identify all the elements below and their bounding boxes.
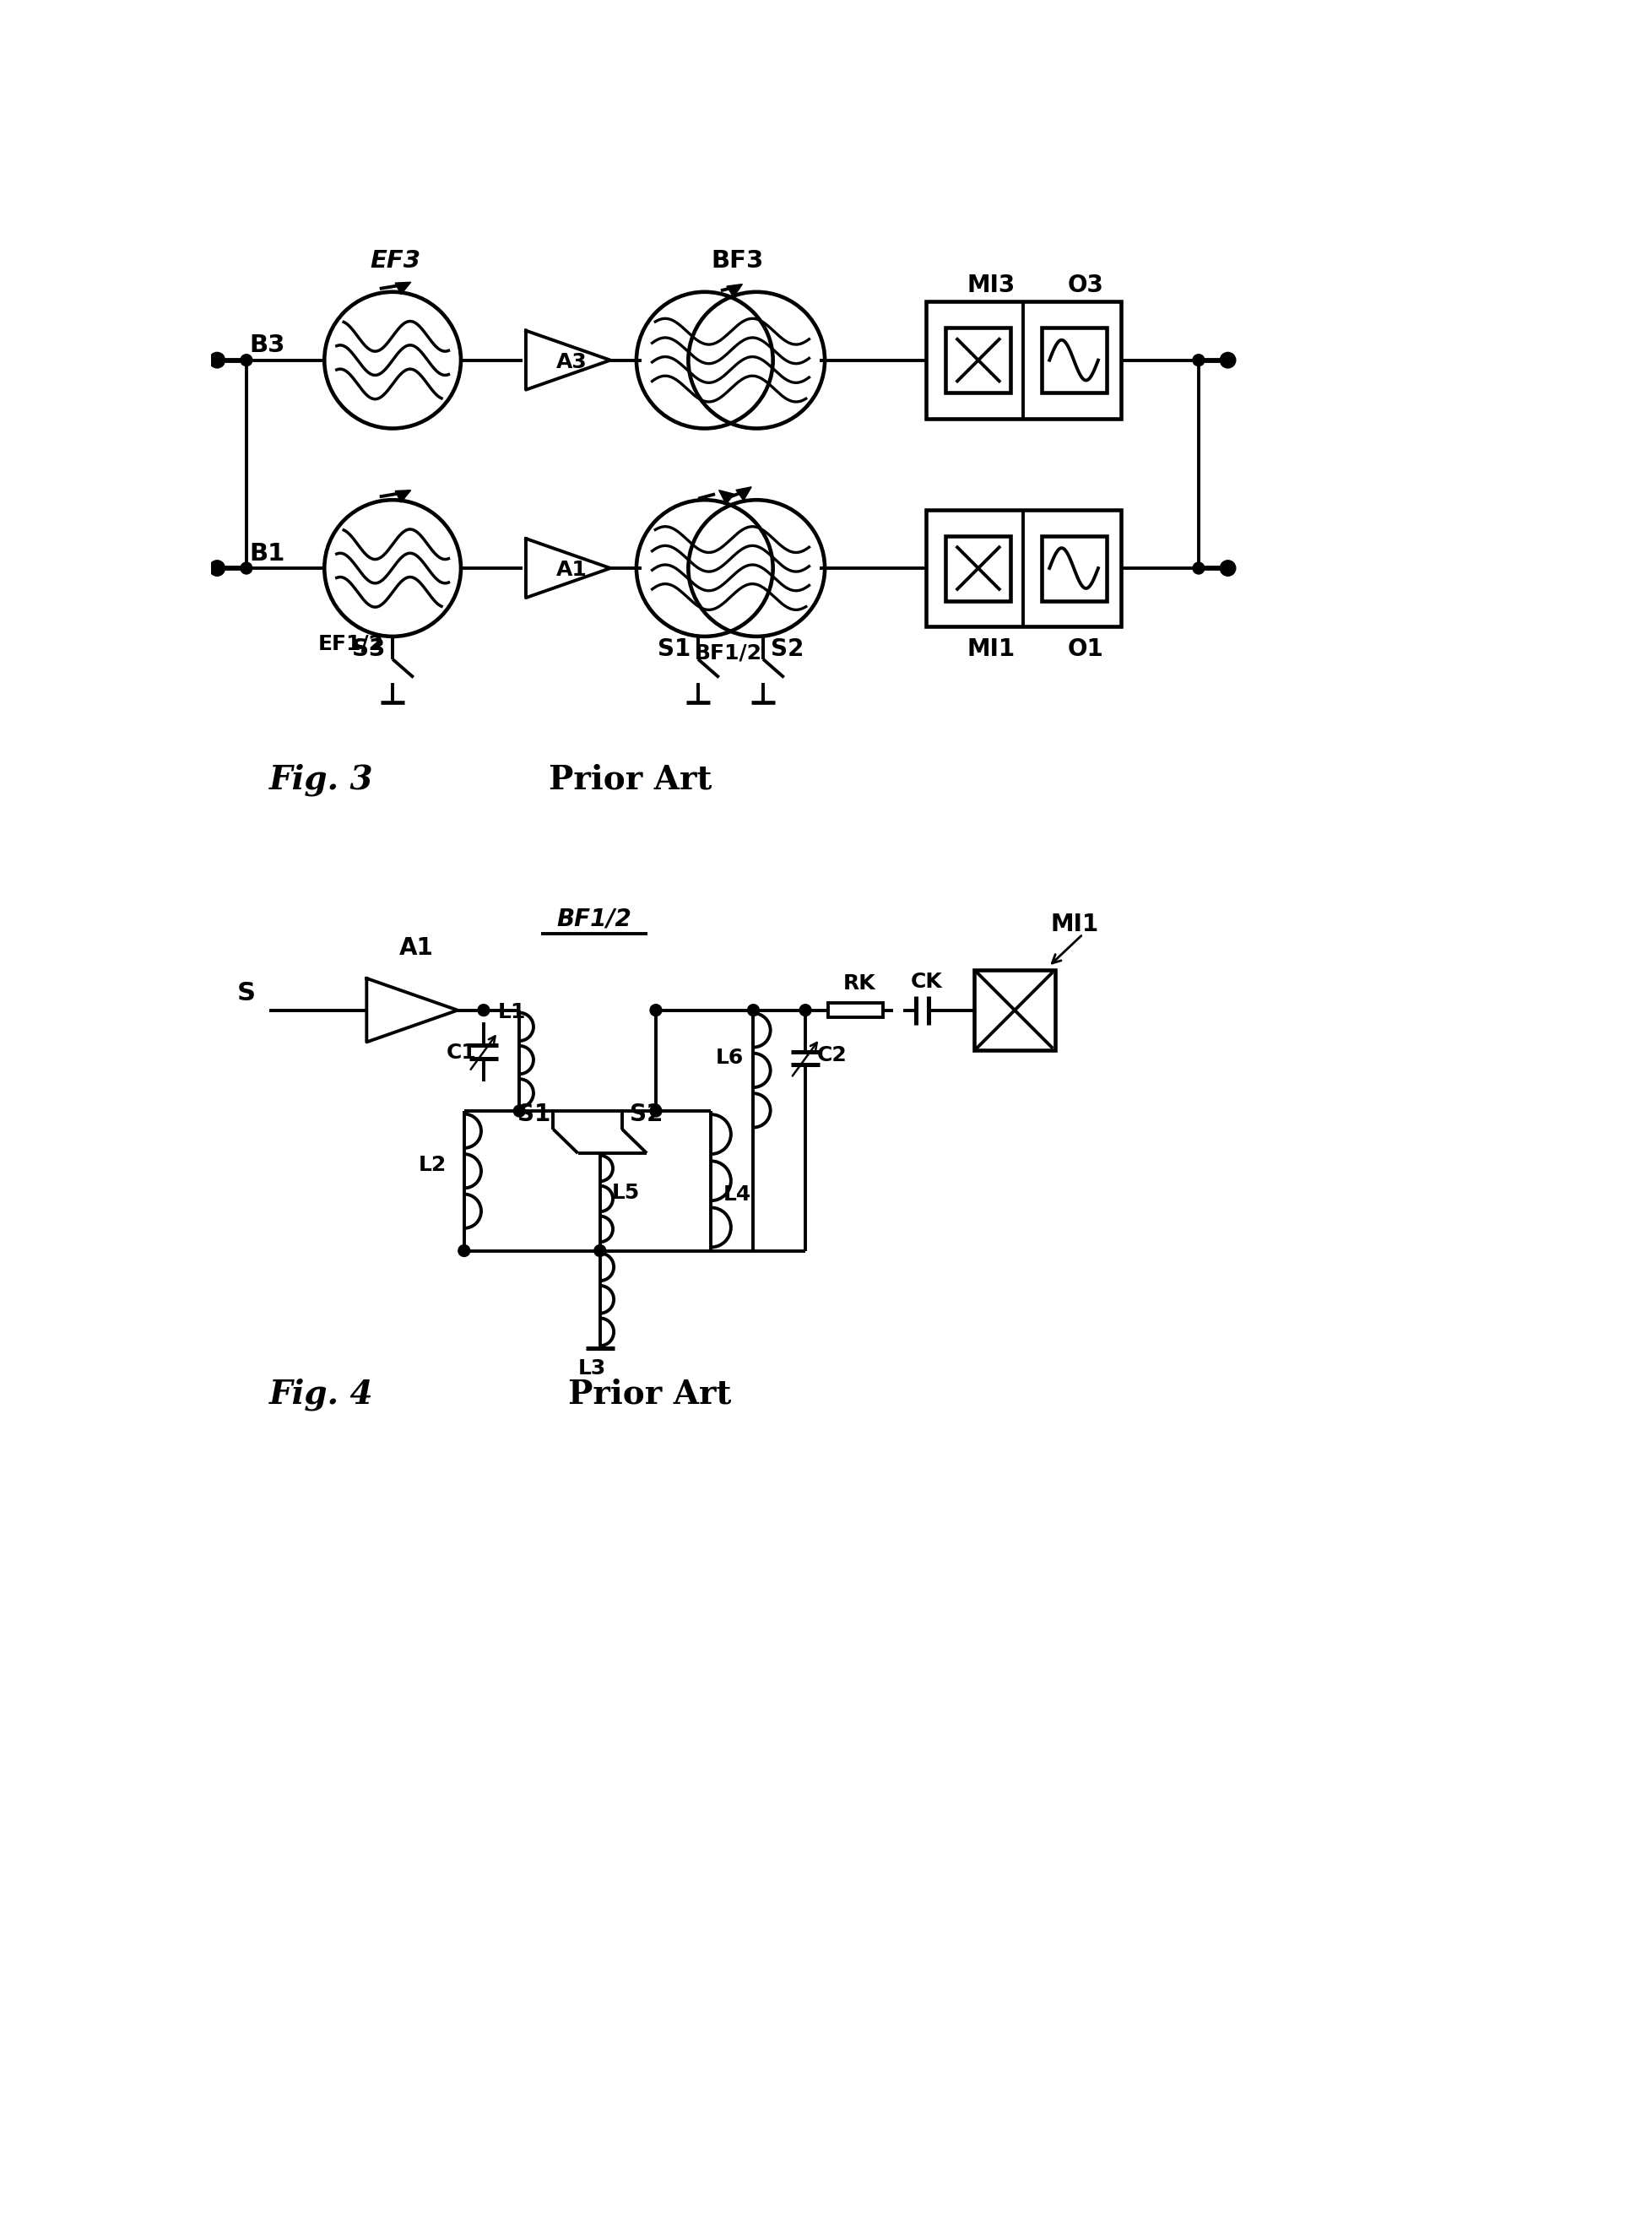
Circle shape	[241, 563, 253, 574]
Circle shape	[458, 1245, 469, 1256]
Circle shape	[1193, 563, 1204, 574]
Circle shape	[241, 355, 253, 366]
Bar	[947, 536, 1011, 601]
Circle shape	[1193, 355, 1204, 366]
Text: O3: O3	[1067, 273, 1104, 297]
Text: L3: L3	[578, 1358, 606, 1378]
Bar	[1041, 328, 1107, 392]
Bar	[975, 971, 1056, 1050]
Text: O1: O1	[1067, 638, 1104, 660]
Circle shape	[477, 1004, 489, 1017]
Text: EF3: EF3	[370, 248, 421, 273]
Text: C2: C2	[818, 1046, 847, 1066]
Text: Prior Art: Prior Art	[568, 1378, 732, 1409]
Bar	[925, 510, 1120, 627]
Text: L4: L4	[724, 1183, 752, 1206]
Text: S3: S3	[352, 638, 385, 660]
Polygon shape	[737, 488, 752, 501]
Text: BF1/2: BF1/2	[557, 906, 631, 931]
Text: CK: CK	[910, 971, 943, 993]
Circle shape	[1221, 561, 1236, 576]
Text: A3: A3	[557, 352, 588, 372]
Text: Fig. 3: Fig. 3	[269, 765, 373, 796]
Text: MI3: MI3	[966, 273, 1014, 297]
Polygon shape	[395, 281, 411, 295]
Text: S2: S2	[771, 638, 805, 660]
Text: A1: A1	[557, 561, 588, 581]
Text: BF3: BF3	[710, 248, 763, 273]
Text: S: S	[236, 982, 254, 1006]
Text: Prior Art: Prior Art	[548, 765, 712, 796]
Polygon shape	[395, 490, 411, 503]
Text: L6: L6	[715, 1048, 743, 1068]
Text: BF1/2: BF1/2	[695, 643, 763, 663]
Bar	[828, 1004, 884, 1017]
Text: L1: L1	[497, 1002, 525, 1022]
Text: MI1: MI1	[1051, 913, 1099, 935]
Circle shape	[649, 1106, 662, 1117]
Text: EF1/2: EF1/2	[317, 634, 383, 654]
Circle shape	[1221, 352, 1236, 368]
Circle shape	[649, 1004, 662, 1017]
Text: A1: A1	[400, 937, 433, 960]
Text: L5: L5	[611, 1183, 639, 1203]
Text: S1: S1	[517, 1101, 550, 1126]
Text: C1: C1	[446, 1042, 476, 1061]
Bar	[1041, 536, 1107, 601]
Text: Fig. 4: Fig. 4	[269, 1378, 373, 1412]
Polygon shape	[727, 284, 742, 297]
Bar	[947, 328, 1011, 392]
Text: MI1: MI1	[966, 638, 1014, 660]
Text: S1: S1	[657, 638, 691, 660]
Text: RK: RK	[843, 973, 876, 993]
Circle shape	[800, 1004, 811, 1017]
Circle shape	[595, 1245, 606, 1256]
Circle shape	[210, 352, 225, 368]
Circle shape	[514, 1106, 525, 1117]
Circle shape	[210, 561, 225, 576]
Text: L2: L2	[418, 1155, 446, 1174]
Polygon shape	[719, 490, 733, 503]
Bar	[925, 301, 1120, 419]
Circle shape	[747, 1004, 760, 1017]
Text: B3: B3	[249, 335, 286, 357]
Text: B1: B1	[249, 541, 286, 565]
Text: S2: S2	[629, 1101, 662, 1126]
